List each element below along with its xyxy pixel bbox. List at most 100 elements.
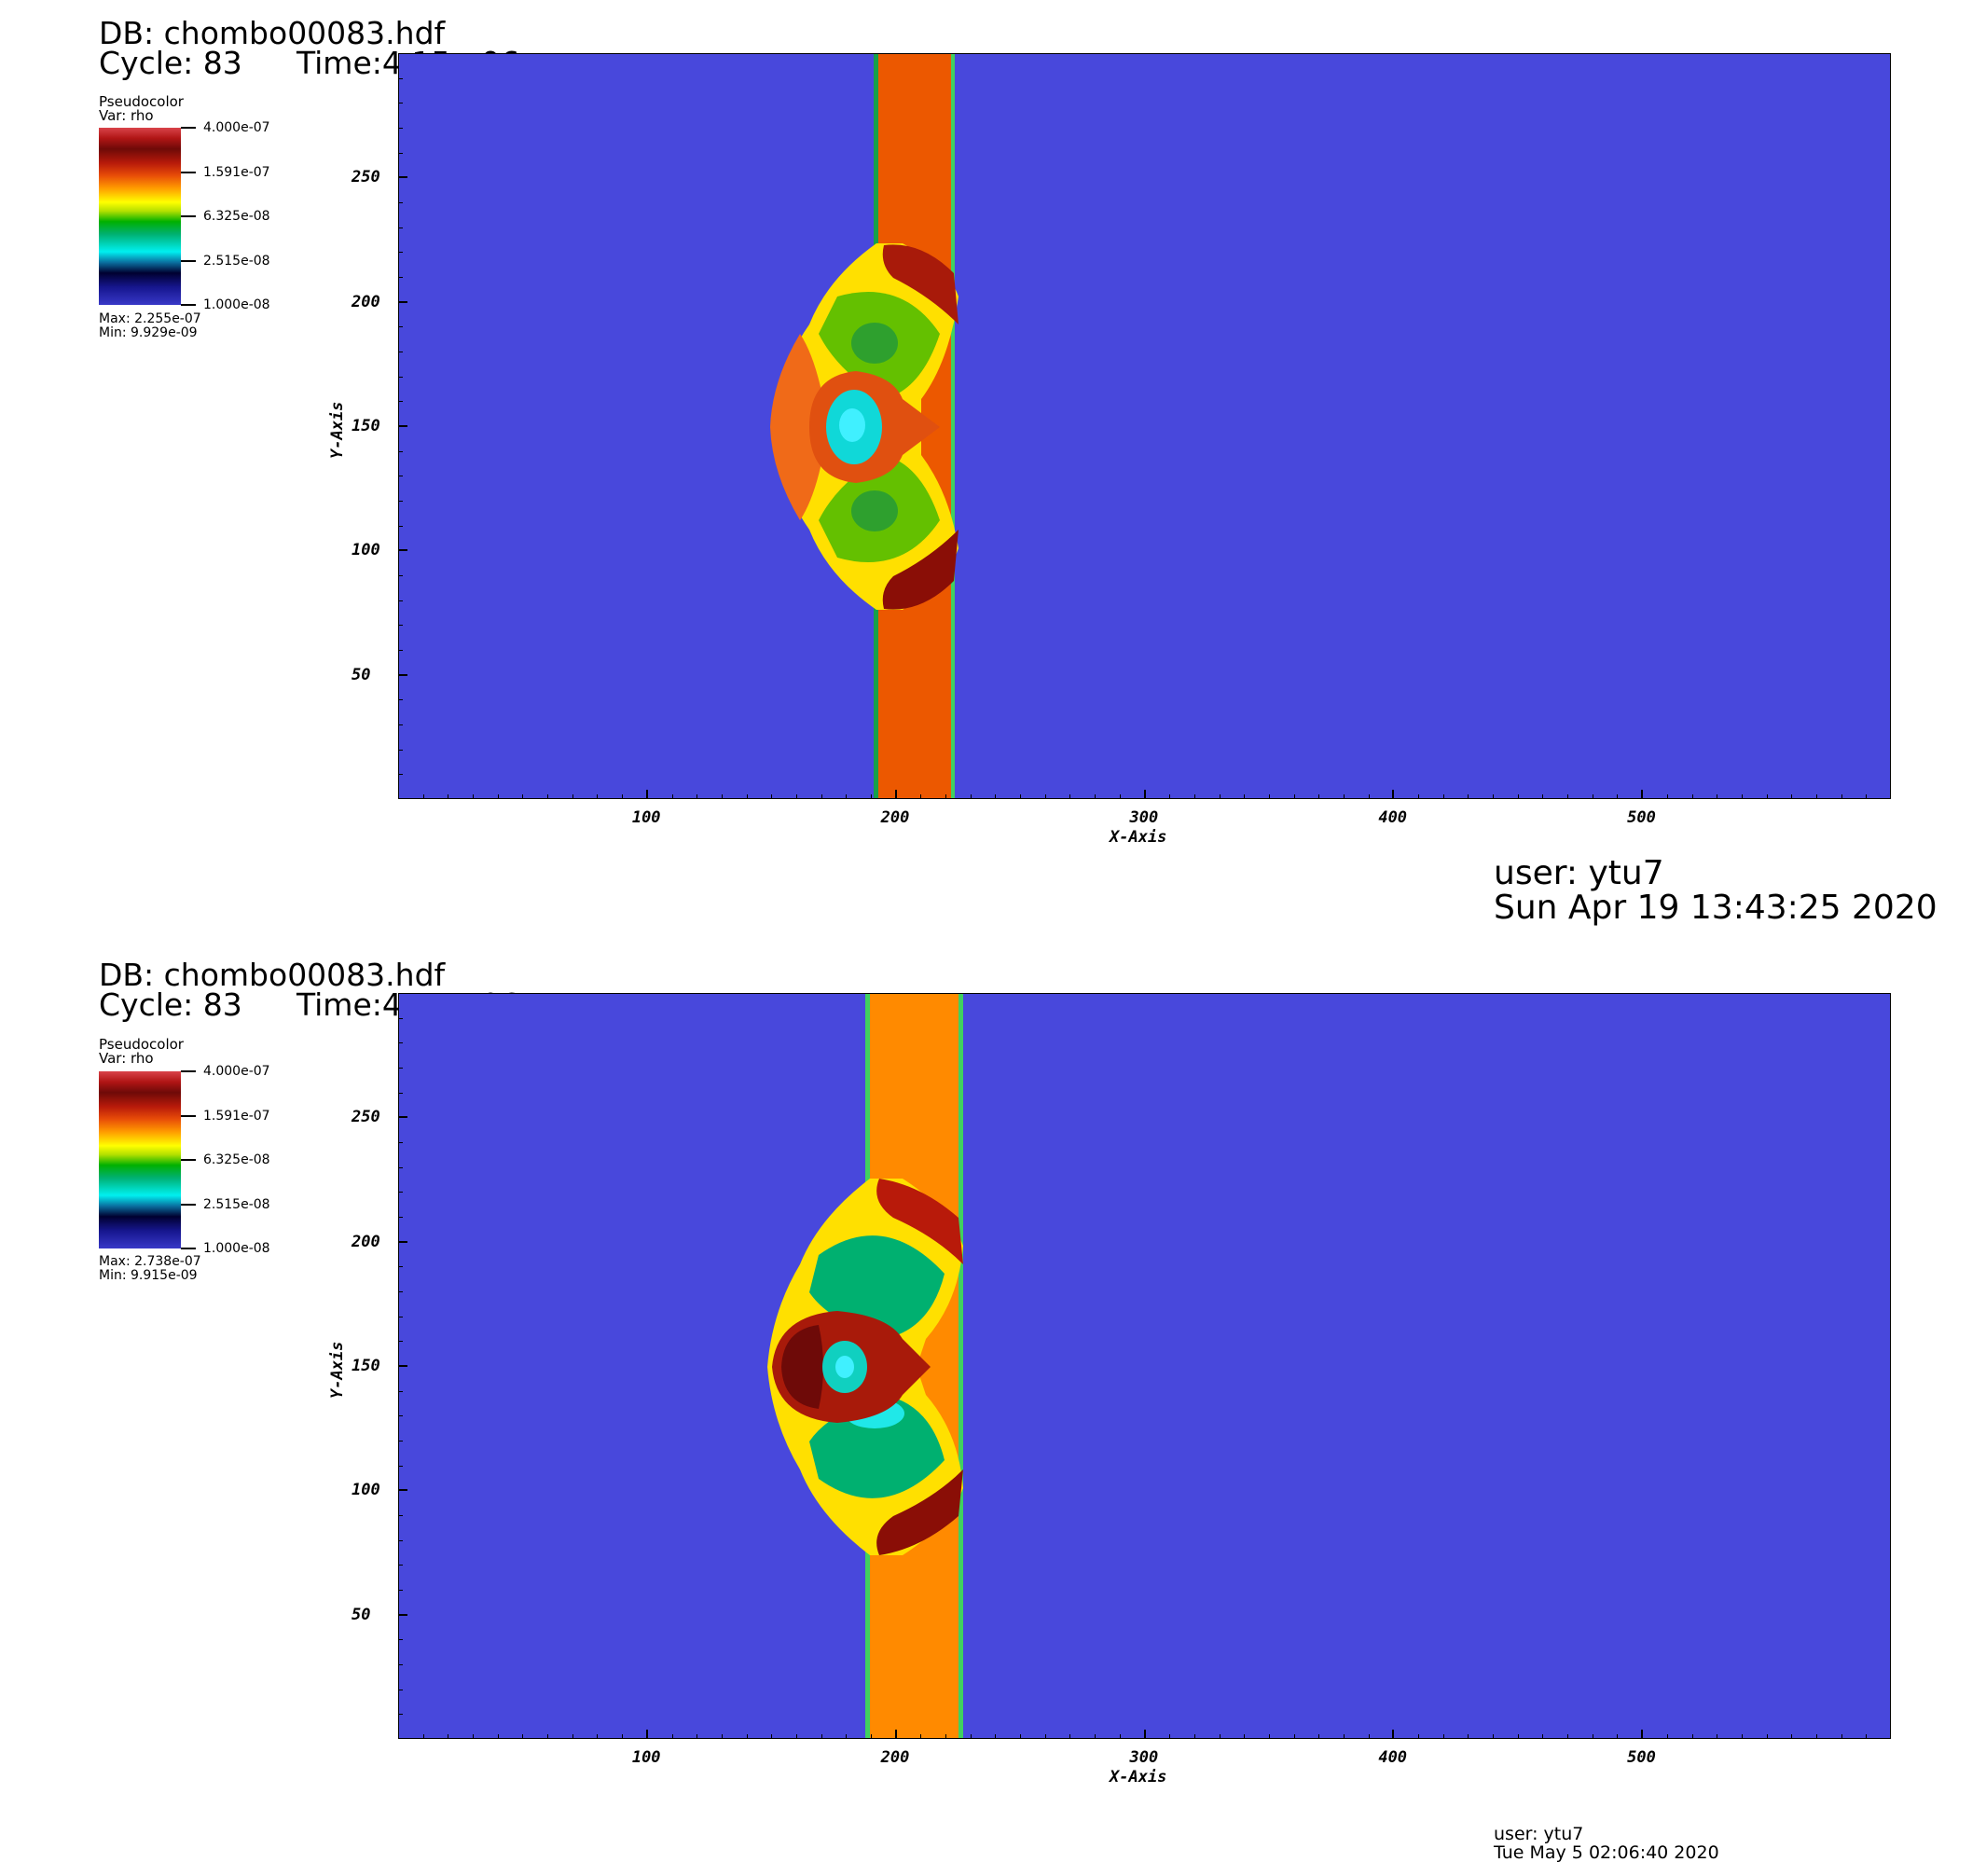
x-tick-label: 300	[1129, 1748, 1159, 1767]
band-edge-right	[951, 54, 955, 798]
x-minor-tick	[1418, 1734, 1420, 1739]
x-minor-tick	[1069, 794, 1071, 799]
x-minor-tick	[995, 1734, 997, 1739]
y-minor-tick	[398, 1415, 403, 1417]
y-minor-tick	[398, 1166, 403, 1168]
x-minor-tick	[1517, 1734, 1519, 1739]
x-minor-tick	[1617, 1734, 1619, 1739]
x-tick-label: 200	[880, 1748, 910, 1767]
y-minor-tick	[398, 401, 403, 403]
x-minor-tick	[522, 1734, 524, 1739]
x-minor-tick	[1866, 1734, 1868, 1739]
x-minor-tick	[1791, 1734, 1793, 1739]
y-tick-mark	[398, 673, 407, 676]
x-minor-tick	[1766, 1734, 1768, 1739]
x-minor-tick	[1119, 794, 1121, 799]
x-minor-tick	[1542, 794, 1544, 799]
y-minor-tick	[398, 1590, 403, 1591]
x-minor-tick	[1219, 1734, 1221, 1739]
x-minor-tick	[1368, 1734, 1370, 1739]
panel-top: DB: chombo00083.hdf Cycle: 83 Time:4.15e…	[0, 0, 1986, 932]
timestamp: Tue May 5 02:06:40 2020	[1494, 1842, 1719, 1863]
legend-max: Max: 2.738e-07	[99, 1254, 201, 1269]
db-label: DB: chombo00083.hdf	[99, 15, 446, 51]
x-tick-mark	[894, 1730, 897, 1739]
bubble-cyan-inner	[839, 408, 865, 442]
legend-tick-label: 4.000e-07	[203, 120, 270, 135]
x-minor-tick	[1193, 794, 1195, 799]
legend-tick-mark	[181, 1114, 196, 1117]
x-minor-tick	[671, 1734, 673, 1739]
colorbar	[99, 128, 181, 305]
y-tick-mark	[398, 1116, 407, 1119]
x-minor-tick	[1095, 1734, 1096, 1739]
y-minor-tick	[398, 1639, 403, 1641]
x-minor-tick	[1044, 794, 1046, 799]
y-minor-tick	[398, 1390, 403, 1392]
x-tick-mark	[1641, 790, 1644, 799]
y-minor-tick	[398, 202, 403, 203]
y-minor-tick	[398, 600, 403, 601]
x-minor-tick	[970, 794, 972, 799]
x-minor-tick	[1741, 1734, 1743, 1739]
cycle-label: Cycle: 83	[99, 986, 242, 1023]
legend-tick-mark	[181, 304, 196, 306]
y-minor-tick	[398, 1539, 403, 1541]
legend-tick-label: 1.591e-07	[203, 1108, 270, 1124]
x-minor-tick	[1442, 794, 1444, 799]
y-minor-tick	[398, 1291, 403, 1292]
y-tick-label: 150	[352, 1357, 380, 1375]
band-edge-right	[959, 994, 963, 1738]
x-tick-mark	[1143, 790, 1146, 799]
x-minor-tick	[622, 794, 624, 799]
bubble-bottom-cap	[882, 530, 959, 610]
x-minor-tick	[671, 794, 673, 799]
x-tick-mark	[1392, 790, 1395, 799]
bubble-ring-dark	[781, 1325, 823, 1409]
y-tick-mark	[398, 549, 407, 552]
x-minor-tick	[1691, 1734, 1693, 1739]
x-minor-tick	[1169, 1734, 1171, 1739]
x-minor-tick	[547, 794, 549, 799]
x-minor-tick	[1468, 1734, 1469, 1739]
x-tick-label: 100	[631, 1748, 661, 1767]
x-minor-tick	[1169, 794, 1171, 799]
user-label: user: ytu7	[1494, 854, 1664, 892]
y-minor-tick	[398, 1068, 403, 1069]
x-tick-label: 100	[631, 808, 661, 827]
y-tick-mark	[398, 176, 407, 179]
x-minor-tick	[572, 1734, 573, 1739]
legend-tick-label: 6.325e-08	[203, 1152, 270, 1167]
x-minor-tick	[1318, 1734, 1320, 1739]
legend-min: Min: 9.915e-09	[99, 1268, 198, 1283]
x-tick-label: 500	[1627, 808, 1656, 827]
x-minor-tick	[746, 794, 748, 799]
x-tick-label: 500	[1627, 1748, 1656, 1767]
y-tick-label: 200	[352, 292, 380, 311]
y-minor-tick	[398, 128, 403, 129]
y-tick-label: 50	[352, 665, 371, 684]
legend-tick-label: 2.515e-08	[203, 253, 270, 269]
y-minor-tick	[398, 1142, 403, 1143]
x-minor-tick	[1244, 794, 1246, 799]
y-minor-tick	[398, 152, 403, 154]
x-tick-mark	[1641, 1730, 1644, 1739]
x-minor-tick	[1741, 794, 1743, 799]
x-tick-label: 400	[1378, 1748, 1408, 1767]
bubble-top-cap	[876, 1179, 963, 1264]
x-minor-tick	[1841, 1734, 1842, 1739]
legend-tick-mark	[181, 1248, 196, 1249]
y-tick-label: 200	[352, 1232, 380, 1251]
x-minor-tick	[622, 1734, 624, 1739]
y-tick-label: 150	[352, 417, 380, 435]
x-minor-tick	[473, 1734, 475, 1739]
x-minor-tick	[1318, 794, 1320, 799]
x-minor-tick	[995, 794, 997, 799]
x-minor-tick	[1666, 1734, 1668, 1739]
y-tick-label: 250	[352, 1108, 380, 1127]
x-minor-tick	[920, 1734, 922, 1739]
x-minor-tick	[1766, 794, 1768, 799]
y-minor-tick	[398, 77, 403, 79]
timestamp: Sun Apr 19 13:43:25 2020	[1494, 889, 1938, 927]
legend-tick-mark	[181, 259, 196, 262]
